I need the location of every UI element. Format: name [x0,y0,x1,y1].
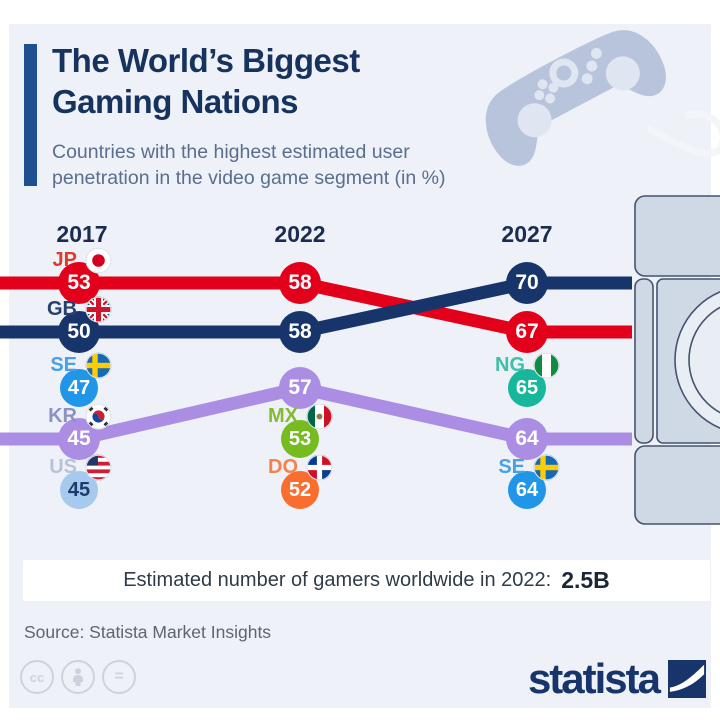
country-label-gb: GB [47,298,77,320]
statista-wordmark: statista [527,655,661,702]
stat-banner-label: Estimated number of gamers worldwide in … [123,569,552,591]
country-label-jp: JP [52,249,77,271]
stat-banner-value: 2.5B [561,567,610,593]
country-label-do-2022: DO [268,456,298,478]
flag-do-icon [306,454,333,481]
country-label-se-2027: SE [498,456,525,478]
flag-jp-icon [85,247,112,274]
flag-se-icon [533,454,560,481]
chart-node-gb-2022: 58 [279,311,321,353]
country-label-mx-2022: MX [268,405,298,427]
flag-se-icon [85,352,112,379]
year-label-2027: 2027 [501,221,553,247]
page-subtitle-line1: Countries with the highest estimated use… [52,141,410,163]
country-label-se-2017: SE [50,354,77,376]
chart-node-gb-2027: 70 [506,262,548,304]
flag-gb-icon [85,296,112,323]
statista-logo: statista [528,655,706,703]
chart-node-jp-2022: 58 [279,262,321,304]
chart-node-us-2017: 45 [60,471,98,509]
year-label-2017: 2017 [56,221,108,247]
flag-mx-icon [306,403,333,430]
year-label-2022: 2022 [274,221,326,247]
page-subtitle: Countries with the highest estimated use… [52,139,445,191]
page-subtitle-line2: penetration in the video game segment (i… [52,167,446,189]
stat-banner: Estimated number of gamers worldwide in … [23,560,710,601]
country-label-kr: KR [48,405,77,427]
chart-node-do-2022: 52 [281,471,319,509]
gamepad-icon [485,30,720,166]
page-title-line2: Gaming Nations [52,83,299,120]
flag-us-icon [85,454,112,481]
flag-kr-icon [85,403,112,430]
flag-ng-icon [533,352,560,379]
page-title: The World’s Biggest Gaming Nations [52,40,360,122]
title-accent-bar [24,44,37,186]
country-label-us-2017: US [49,456,77,478]
cc-license-icons: cc = [20,660,136,694]
source-text: Source: Statista Market Insights [24,622,272,642]
country-label-ng-2027: NG [495,354,525,376]
cc-icon: cc [20,660,54,694]
statista-logo-mark [668,660,706,698]
cc-icon-text: cc [29,669,45,685]
cc-by-person-icon [61,660,95,694]
chart-node-jp-2027: 67 [506,311,548,353]
page-title-line1: The World’s Biggest [52,42,360,79]
console-icon [634,195,720,525]
cc-nd-icon-text: = [114,668,124,685]
cc-nd-equals-icon: = [102,660,136,694]
